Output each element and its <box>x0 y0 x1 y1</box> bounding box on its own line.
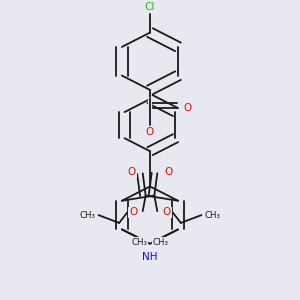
Text: CH₃: CH₃ <box>152 238 168 247</box>
Text: O: O <box>164 167 172 177</box>
Text: O: O <box>129 208 137 218</box>
Text: NH: NH <box>142 252 158 262</box>
Text: CH₃: CH₃ <box>80 211 95 220</box>
Text: CH₃: CH₃ <box>205 211 220 220</box>
Text: CH₃: CH₃ <box>132 238 148 247</box>
Text: O: O <box>146 127 154 137</box>
Text: O: O <box>128 167 136 177</box>
Text: Cl: Cl <box>145 2 155 12</box>
Text: O: O <box>163 208 171 218</box>
Text: O: O <box>183 103 192 113</box>
